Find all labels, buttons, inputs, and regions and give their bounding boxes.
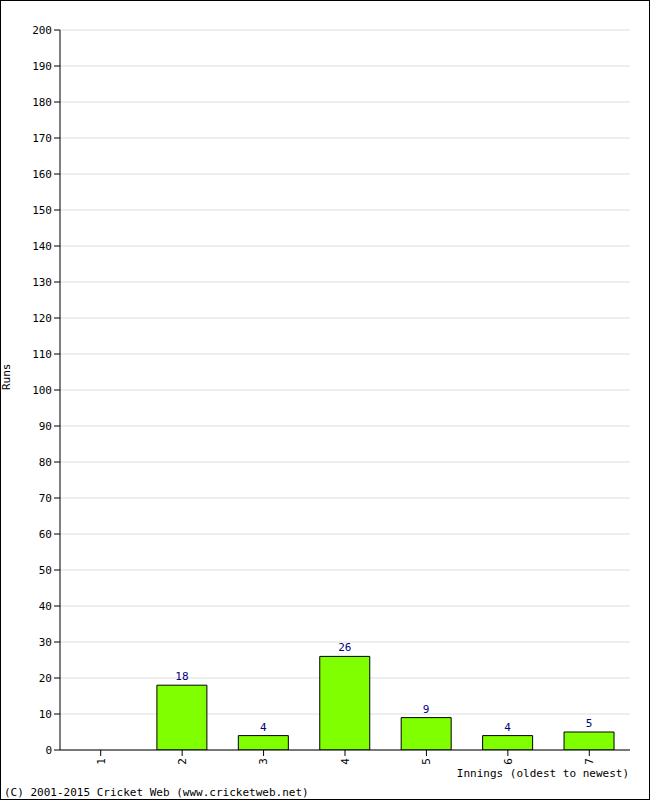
svg-text:10: 10: [39, 708, 52, 721]
html-text:Innings (oldest to newest): Innings (oldest to newest): [456, 767, 629, 780]
svg-text:20: 20: [39, 672, 52, 685]
svg-text:4: 4: [504, 721, 511, 734]
svg-text:5: 5: [420, 758, 433, 765]
svg-text:18: 18: [175, 670, 188, 683]
svg-text:7: 7: [583, 758, 596, 765]
svg-text:130: 130: [32, 276, 52, 289]
svg-text:0: 0: [45, 744, 52, 757]
svg-text:160: 160: [32, 168, 52, 181]
svg-text:190: 190: [32, 60, 52, 73]
svg-text:1: 1: [95, 758, 108, 765]
svg-text:3: 3: [257, 758, 270, 765]
svg-text:30: 30: [39, 636, 52, 649]
svg-text:4: 4: [339, 758, 352, 765]
svg-text:40: 40: [39, 600, 52, 613]
svg-text:120: 120: [32, 312, 52, 325]
svg-text:180: 180: [32, 96, 52, 109]
svg-text:60: 60: [39, 528, 52, 541]
svg-text:200: 200: [32, 24, 52, 37]
svg-text:9: 9: [423, 703, 430, 716]
svg-text:26: 26: [338, 641, 351, 654]
svg-text:140: 140: [32, 240, 52, 253]
html-text:(C) 2001-2015 Cricket Web (www: (C) 2001-2015 Cricket Web (www.cricketwe…: [4, 786, 309, 799]
svg-text:100: 100: [32, 384, 52, 397]
svg-text:6: 6: [502, 758, 515, 765]
svg-text:150: 150: [32, 204, 52, 217]
svg-text:2: 2: [176, 758, 189, 765]
svg-text:80: 80: [39, 456, 52, 469]
svg-text:50: 50: [39, 564, 52, 577]
svg-text:4: 4: [260, 721, 267, 734]
svg-text:110: 110: [32, 348, 52, 361]
svg-text:5: 5: [586, 717, 593, 730]
svg-text:70: 70: [39, 492, 52, 505]
svg-text:170: 170: [32, 132, 52, 145]
svg-text:90: 90: [39, 420, 52, 433]
svg-text:Runs: Runs: [8, 364, 13, 391]
